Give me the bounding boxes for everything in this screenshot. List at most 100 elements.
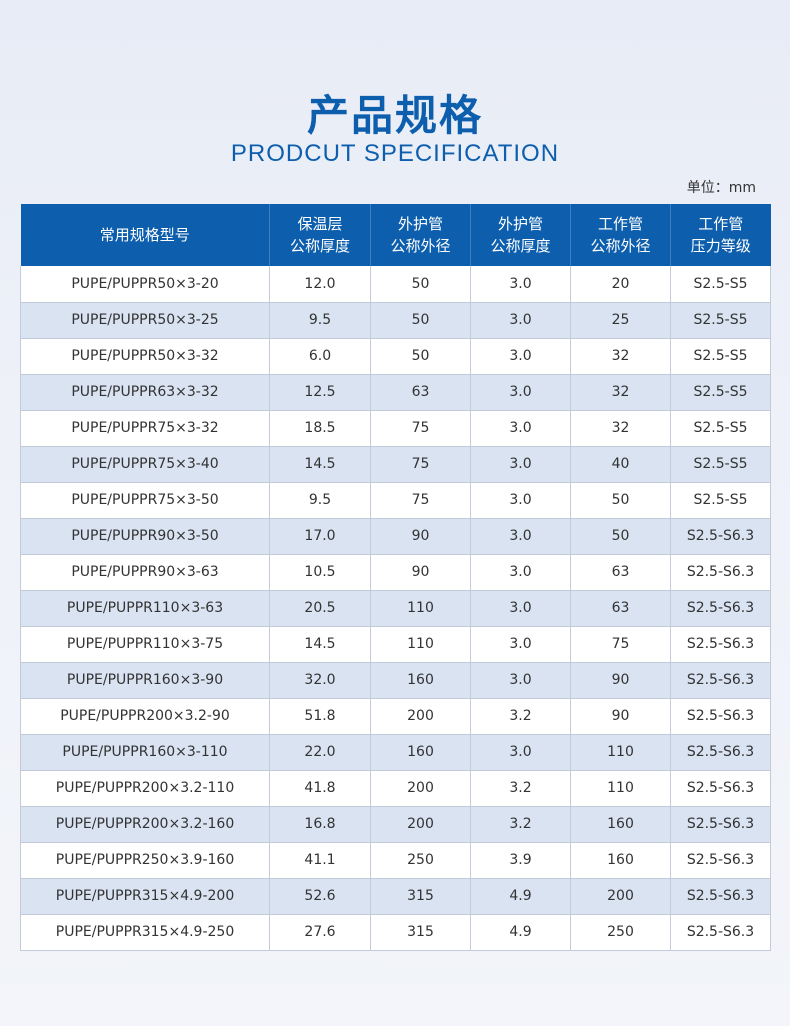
cell-outer-thickness: 3.0 [470, 374, 571, 411]
header-line2: 压力等级 [690, 237, 751, 255]
cell-model: PUPE/PUPPR50×3-20 [20, 266, 270, 303]
cell-insulation-thickness: 27.6 [269, 914, 371, 951]
unit-label: 单位：mm [686, 180, 756, 196]
cell-insulation-thickness: 14.5 [269, 446, 371, 483]
cell-outer-diameter: 200 [370, 806, 471, 843]
cell-insulation-thickness: 12.5 [269, 374, 371, 411]
cell-work-diameter: 160 [570, 806, 671, 843]
header-line2: 公称厚度 [490, 237, 551, 255]
header-row: 常用规格型号 保温层 公称厚度 外护管 公称外径 外护管 公称厚度 工作管 公称… [20, 204, 771, 266]
cell-insulation-thickness: 12.0 [269, 266, 371, 303]
cell-insulation-thickness: 52.6 [269, 878, 371, 915]
cell-pressure-grade: S2.5-S6.3 [670, 842, 771, 879]
table-row: PUPE/PUPPR75×3-40 14.5 75 3.0 40 S2.5-S5 [20, 446, 771, 483]
cell-pressure-grade: S2.5-S6.3 [670, 518, 771, 555]
cell-outer-thickness: 3.0 [470, 590, 571, 627]
cell-insulation-thickness: 51.8 [269, 698, 371, 735]
cell-pressure-grade: S2.5-S5 [670, 302, 771, 339]
cell-model: PUPE/PUPPR63×3-32 [20, 374, 270, 411]
table-row: PUPE/PUPPR90×3-63 10.5 90 3.0 63 S2.5-S6.3 [20, 554, 771, 591]
cell-pressure-grade: S2.5-S6.3 [670, 554, 771, 591]
cell-pressure-grade: S2.5-S5 [670, 482, 771, 519]
cell-outer-diameter: 75 [370, 482, 471, 519]
table-row: PUPE/PUPPR200×3.2-160 16.8 200 3.2 160 S2.5-S… [20, 806, 771, 843]
header-line2: 公称外径 [390, 237, 451, 255]
cell-work-diameter: 63 [570, 590, 671, 627]
cell-insulation-thickness: 9.5 [269, 482, 371, 519]
cell-outer-diameter: 75 [370, 410, 471, 447]
header-line1: 工作管 [698, 215, 744, 233]
table-row: PUPE/PUPPR90×3-50 17.0 90 3.0 50 S2.5-S6.3 [20, 518, 771, 555]
cell-insulation-thickness: 22.0 [269, 734, 371, 771]
cell-outer-diameter: 315 [370, 914, 471, 951]
cell-work-diameter: 40 [570, 446, 671, 483]
cell-model: PUPE/PUPPR75×3-32 [20, 410, 270, 447]
cell-model: PUPE/PUPPR75×3-50 [20, 482, 270, 519]
table-row: PUPE/PUPPR200×3.2-90 51.8 200 3.2 90 S2.5-S6.… [20, 698, 771, 735]
cell-work-diameter: 50 [570, 482, 671, 519]
cell-outer-thickness: 3.0 [470, 482, 571, 519]
cell-outer-thickness: 3.0 [470, 554, 571, 591]
cell-pressure-grade: S2.5-S6.3 [670, 590, 771, 627]
header-line1: 外护管 [497, 215, 543, 233]
cell-model: PUPE/PUPPR315×4.9-200 [20, 878, 270, 915]
cell-pressure-grade: S2.5-S5 [670, 266, 771, 303]
cell-insulation-thickness: 9.5 [269, 302, 371, 339]
cell-insulation-thickness: 17.0 [269, 518, 371, 555]
cell-outer-thickness: 3.2 [470, 806, 571, 843]
cell-work-diameter: 90 [570, 698, 671, 735]
cell-work-diameter: 32 [570, 338, 671, 375]
cell-model: PUPE/PUPPR315×4.9-250 [20, 914, 270, 951]
cell-pressure-grade: S2.5-S6.3 [670, 878, 771, 915]
cell-pressure-grade: S2.5-S5 [670, 410, 771, 447]
header-line2: 公称厚度 [289, 237, 350, 255]
table-row: PUPE/PUPPR200×3.2-110 41.8 200 3.2 110 S2.5-S… [20, 770, 771, 807]
cell-model: PUPE/PUPPR160×3-90 [20, 662, 270, 699]
cell-outer-diameter: 160 [370, 662, 471, 699]
cell-outer-thickness: 3.9 [470, 842, 571, 879]
cell-model: PUPE/PUPPR50×3-25 [20, 302, 270, 339]
cell-outer-diameter: 200 [370, 698, 471, 735]
cell-model: PUPE/PUPPR200×3.2-90 [20, 698, 270, 735]
table-body: PUPE/PUPPR50×3-20 12.0 50 3.0 20 S2.5-S5 PUPE/… [20, 266, 771, 951]
cell-outer-thickness: 3.0 [470, 302, 571, 339]
cell-outer-thickness: 3.0 [470, 266, 571, 303]
cell-model: PUPE/PUPPR200×3.2-160 [20, 806, 270, 843]
cell-model: PUPE/PUPPR75×3-40 [20, 446, 270, 483]
header-line2: 公称外径 [590, 237, 651, 255]
cell-work-diameter: 75 [570, 626, 671, 663]
cell-work-diameter: 200 [570, 878, 671, 915]
cell-outer-diameter: 63 [370, 374, 471, 411]
table-header: 常用规格型号 保温层 公称厚度 外护管 公称外径 外护管 公称厚度 工作管 公称… [20, 204, 771, 266]
table-row: PUPE/PUPPR75×3-50 9.5 75 3.0 50 S2.5-S5 [20, 482, 771, 519]
table-row: PUPE/PUPPR50×3-32 6.0 50 3.0 32 S2.5-S5 [20, 338, 771, 375]
header-model-line1: 常用规格型号 [99, 226, 190, 244]
table-row: PUPE/PUPPR160×3-90 32.0 160 3.0 90 S2.5-S6.3 [20, 662, 771, 699]
table-row: PUPE/PUPPR110×3-75 14.5 110 3.0 75 S2.5-S6.3 [20, 626, 771, 663]
cell-outer-thickness: 3.0 [470, 734, 571, 771]
cell-outer-thickness: 3.0 [470, 626, 571, 663]
table-row: PUPE/PUPPR63×3-32 12.5 63 3.0 32 S2.5-S5 [20, 374, 771, 411]
cell-outer-diameter: 250 [370, 842, 471, 879]
header-line1: 外护管 [397, 215, 443, 233]
table-row: PUPE/PUPPR50×3-20 12.0 50 3.0 20 S2.5-S5 [20, 266, 771, 303]
page-title: 产品规格 [306, 91, 483, 140]
header-outer-diameter: 外护管 公称外径 [370, 204, 471, 266]
table-row: PUPE/PUPPR50×3-25 9.5 50 3.0 25 S2.5-S5 [20, 302, 771, 339]
cell-model: PUPE/PUPPR160×3-110 [20, 734, 270, 771]
table-row: PUPE/PUPPR250×3.9-160 41.1 250 3.9 160 S2.5-S… [20, 842, 771, 879]
cell-outer-thickness: 3.0 [470, 410, 571, 447]
cell-outer-diameter: 50 [370, 266, 471, 303]
header-model: 常用规格型号 [20, 204, 270, 266]
cell-outer-thickness: 4.9 [470, 914, 571, 951]
table-row: PUPE/PUPPR315×4.9-250 27.6 315 4.9 250 S2.5-S… [20, 914, 771, 951]
cell-work-diameter: 90 [570, 662, 671, 699]
cell-pressure-grade: S2.5-S6.3 [670, 698, 771, 735]
cell-model: PUPE/PUPPR90×3-50 [20, 518, 270, 555]
cell-outer-thickness: 3.0 [470, 338, 571, 375]
cell-work-diameter: 110 [570, 734, 671, 771]
cell-work-diameter: 160 [570, 842, 671, 879]
cell-work-diameter: 25 [570, 302, 671, 339]
page-subtitle: PRODCUT SPECIFICATION [230, 140, 560, 167]
cell-model: PUPE/PUPPR110×3-63 [20, 590, 270, 627]
